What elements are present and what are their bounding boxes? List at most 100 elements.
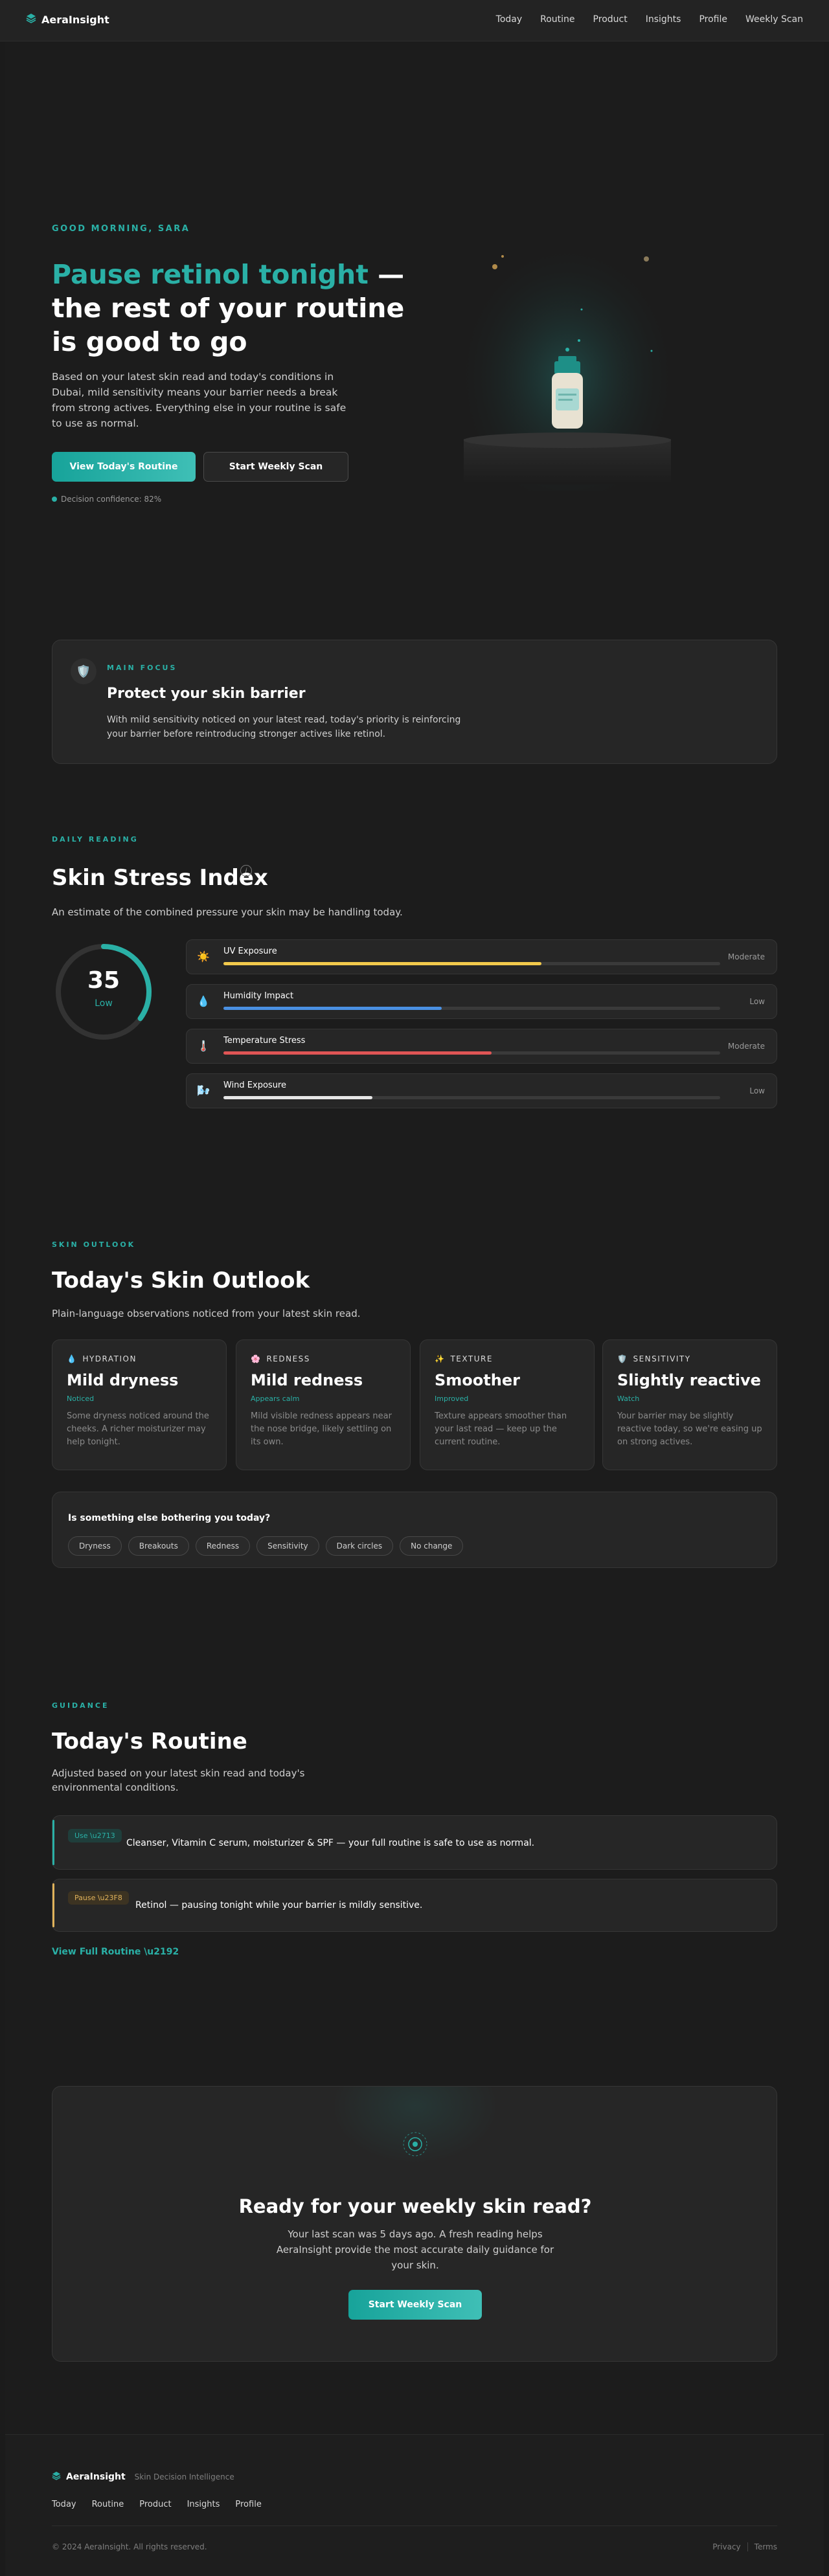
chip-no-change[interactable]: No change xyxy=(400,1536,464,1556)
hero-title-rest: — the rest of your routine is good to go xyxy=(52,259,405,357)
main-focus-text: With mild sensitivity noticed on your la… xyxy=(107,715,461,739)
chip-dark-circles[interactable]: Dark circles xyxy=(325,1536,394,1556)
footer-link-product[interactable]: Product xyxy=(139,2500,172,2509)
cta-glow xyxy=(331,2087,499,2164)
factor-level: Moderate xyxy=(727,952,765,961)
factor-fill xyxy=(223,962,541,965)
cta-start-scan-button[interactable]: Start Weekly Scan xyxy=(348,2290,482,2320)
use-text: Cleanser, Vitamin C serum, moisturizer &… xyxy=(126,1838,535,1848)
brand-name: AeraInsight xyxy=(41,13,109,26)
footer-links: Today Routine Product Insights Profile xyxy=(52,2500,262,2509)
hero-illustration xyxy=(464,238,671,491)
decision-confidence: Decision confidence: 82% xyxy=(52,495,161,504)
footer-link-today[interactable]: Today xyxy=(52,2500,76,2509)
confidence-dot-icon xyxy=(52,497,57,502)
outlook-status: Noticed xyxy=(67,1394,95,1403)
factor-uv: ☀️ UV Exposure Moderate xyxy=(186,939,777,974)
outlook-category: REDNESS xyxy=(266,1354,310,1363)
outlook-value: Slightly reactive xyxy=(617,1371,761,1389)
footer-link-insights[interactable]: Insights xyxy=(187,2500,220,2509)
routine-pause-card: Pause \u23F8 Retinol — pausing tonight w… xyxy=(52,1879,777,1932)
footer: AeraInsight Skin Decision Intelligence T… xyxy=(5,2434,824,2576)
use-badge: Use \u2713 xyxy=(68,1829,122,1842)
factor-wind: 🌬️ Wind Exposure Low xyxy=(186,1073,777,1108)
factor-fill xyxy=(223,1007,442,1010)
nav-link-today[interactable]: Today xyxy=(495,14,523,25)
routine-subtitle: Adjusted based on your latest skin read … xyxy=(52,1767,305,1793)
outlook-card-texture: ✨ TEXTURE Smoother Improved Texture appea… xyxy=(420,1339,595,1470)
footer-brand: AeraInsight xyxy=(66,2471,126,2482)
outlook-description: Some dryness noticed around the cheeks. … xyxy=(67,1411,209,1447)
chip-breakouts[interactable]: Breakouts xyxy=(128,1536,189,1556)
cta-text: Your last scan was 5 days ago. A fresh r… xyxy=(276,2228,554,2271)
factor-track xyxy=(223,1051,720,1055)
view-full-routine-link[interactable]: View Full Routine \u2192 xyxy=(52,1947,179,1957)
stress-title: Skin Stress Index xyxy=(52,865,268,891)
nav-link-profile[interactable]: Profile xyxy=(699,14,727,25)
nav-link-routine[interactable]: Routine xyxy=(540,14,575,25)
outlook-title: Today's Skin Outlook xyxy=(52,1268,310,1294)
thermometer-icon: 🌡️ xyxy=(197,1040,210,1052)
factor-label: Temperature Stress xyxy=(223,1036,306,1046)
outlook-value: Smoother xyxy=(435,1371,520,1389)
outlook-eyebrow: SKIN OUTLOOK xyxy=(52,1240,136,1249)
top-nav: AeraInsight Today Routine Product Insigh… xyxy=(0,0,829,41)
outlook-category: TEXTURE xyxy=(450,1354,493,1363)
outlook-description: Texture appears smoother than your last … xyxy=(435,1411,567,1447)
factor-level: Low xyxy=(749,997,765,1006)
sparkle-icon: ✨ xyxy=(435,1354,446,1363)
chip-dryness[interactable]: Dryness xyxy=(68,1536,122,1556)
outlook-status: Watch xyxy=(617,1394,640,1403)
factor-track xyxy=(223,1007,720,1010)
footer-link-routine[interactable]: Routine xyxy=(91,2500,124,2509)
terms-link[interactable]: Terms xyxy=(754,2542,777,2551)
hero-description: Based on your latest skin read and today… xyxy=(52,371,346,429)
chip-redness[interactable]: Redness xyxy=(195,1536,251,1556)
chip-sensitivity[interactable]: Sensitivity xyxy=(256,1536,319,1556)
confidence-text: Decision confidence: 82% xyxy=(61,495,162,504)
outlook-card-redness: 🌸 REDNESS Mild redness Appears calm Mild … xyxy=(236,1339,411,1470)
privacy-link[interactable]: Privacy xyxy=(712,2542,741,2551)
outlook-category: HYDRATION xyxy=(82,1354,137,1363)
footer-link-profile[interactable]: Profile xyxy=(235,2500,262,2509)
pause-text: Retinol — pausing tonight while your bar… xyxy=(135,1900,423,1910)
outlook-status: Improved xyxy=(435,1394,469,1403)
legal-links: Privacy Terms xyxy=(712,2542,777,2551)
nav-link-insights[interactable]: Insights xyxy=(645,14,681,25)
info-icon[interactable]: i xyxy=(240,865,252,877)
shield-icon: 🛡️ xyxy=(617,1354,628,1363)
factor-label: UV Exposure xyxy=(223,946,277,956)
factor-fill xyxy=(223,1096,373,1099)
routine-eyebrow: GUIDANCE xyxy=(52,1701,109,1710)
main-focus-card: 🛡️ MAIN FOCUS Protect your skin barrier … xyxy=(52,640,777,764)
factor-level: Low xyxy=(749,1086,765,1095)
stress-eyebrow: DAILY READING xyxy=(52,835,139,844)
stress-subtitle: An estimate of the combined pressure you… xyxy=(52,906,403,918)
droplet-icon: 💧 xyxy=(67,1354,78,1363)
main-focus-eyebrow: MAIN FOCUS xyxy=(107,664,177,672)
main-focus-title: Protect your skin barrier xyxy=(107,686,306,702)
outlook-value: Mild redness xyxy=(251,1371,363,1389)
pause-accent-bar xyxy=(52,1883,54,1927)
outlook-value: Mild dryness xyxy=(67,1371,179,1389)
sun-icon: ☀️ xyxy=(197,950,210,963)
hero-title: Pause retinol tonight — the rest of your… xyxy=(52,258,414,359)
use-accent-bar xyxy=(52,1820,54,1865)
nav-link-product[interactable]: Product xyxy=(593,14,628,25)
factor-track xyxy=(223,962,720,965)
view-routine-button[interactable]: View Today's Routine xyxy=(52,452,196,482)
factor-track xyxy=(223,1096,720,1099)
hero-title-accent: Pause retinol tonight xyxy=(52,259,369,290)
droplet-icon: 💧 xyxy=(197,995,210,1007)
copyright: © 2024 AeraInsight. All rights reserved. xyxy=(52,2542,207,2551)
factor-fill xyxy=(223,1051,492,1055)
bother-card: Is something else bothering you today? D… xyxy=(52,1492,777,1568)
footer-tagline: Skin Decision Intelligence xyxy=(134,2472,234,2481)
outlook-subtitle: Plain-language observations noticed from… xyxy=(52,1308,361,1319)
footer-logo[interactable]: AeraInsight Skin Decision Intelligence xyxy=(52,2470,234,2483)
stress-level: Low xyxy=(95,998,113,1009)
nav-link-weekly-scan[interactable]: Weekly Scan xyxy=(745,14,803,25)
start-weekly-scan-button[interactable]: Start Weekly Scan xyxy=(203,452,348,482)
nav-logo[interactable]: AeraInsight xyxy=(26,13,109,26)
bother-question: Is something else bothering you today? xyxy=(68,1513,271,1523)
